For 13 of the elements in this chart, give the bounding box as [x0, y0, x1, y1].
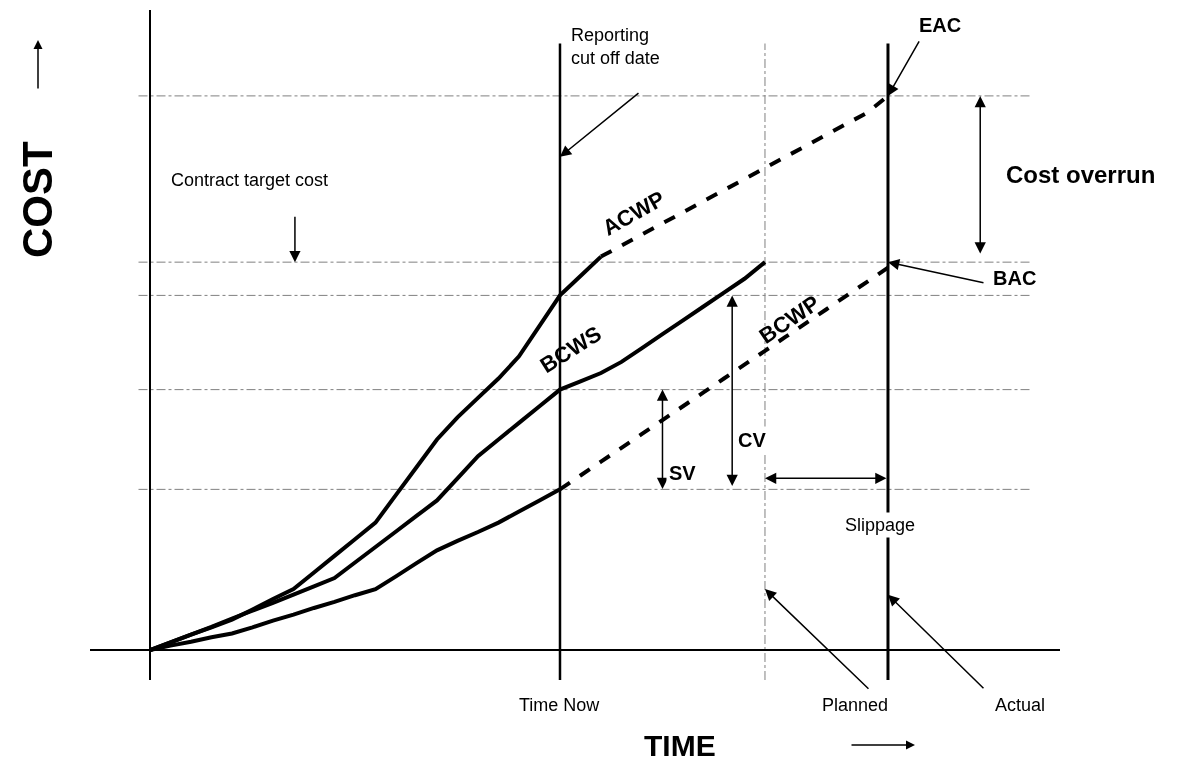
- text: Cost overrun: [1006, 161, 1156, 188]
- x-axis-title: TIME: [644, 729, 716, 762]
- text: Planned: [822, 695, 889, 715]
- text: Time Now: [519, 695, 601, 715]
- y-axis-title: COST: [14, 140, 61, 258]
- text: BAC: [993, 267, 1037, 289]
- annotation: CV: [738, 429, 767, 451]
- annotation: Slippage: [845, 515, 916, 535]
- text: Reporting cut off date: [571, 25, 660, 69]
- text: Actual: [995, 695, 1046, 715]
- text: EAC: [919, 14, 962, 36]
- annotation: Contract target cost: [171, 170, 329, 190]
- annotation: SV: [669, 462, 697, 484]
